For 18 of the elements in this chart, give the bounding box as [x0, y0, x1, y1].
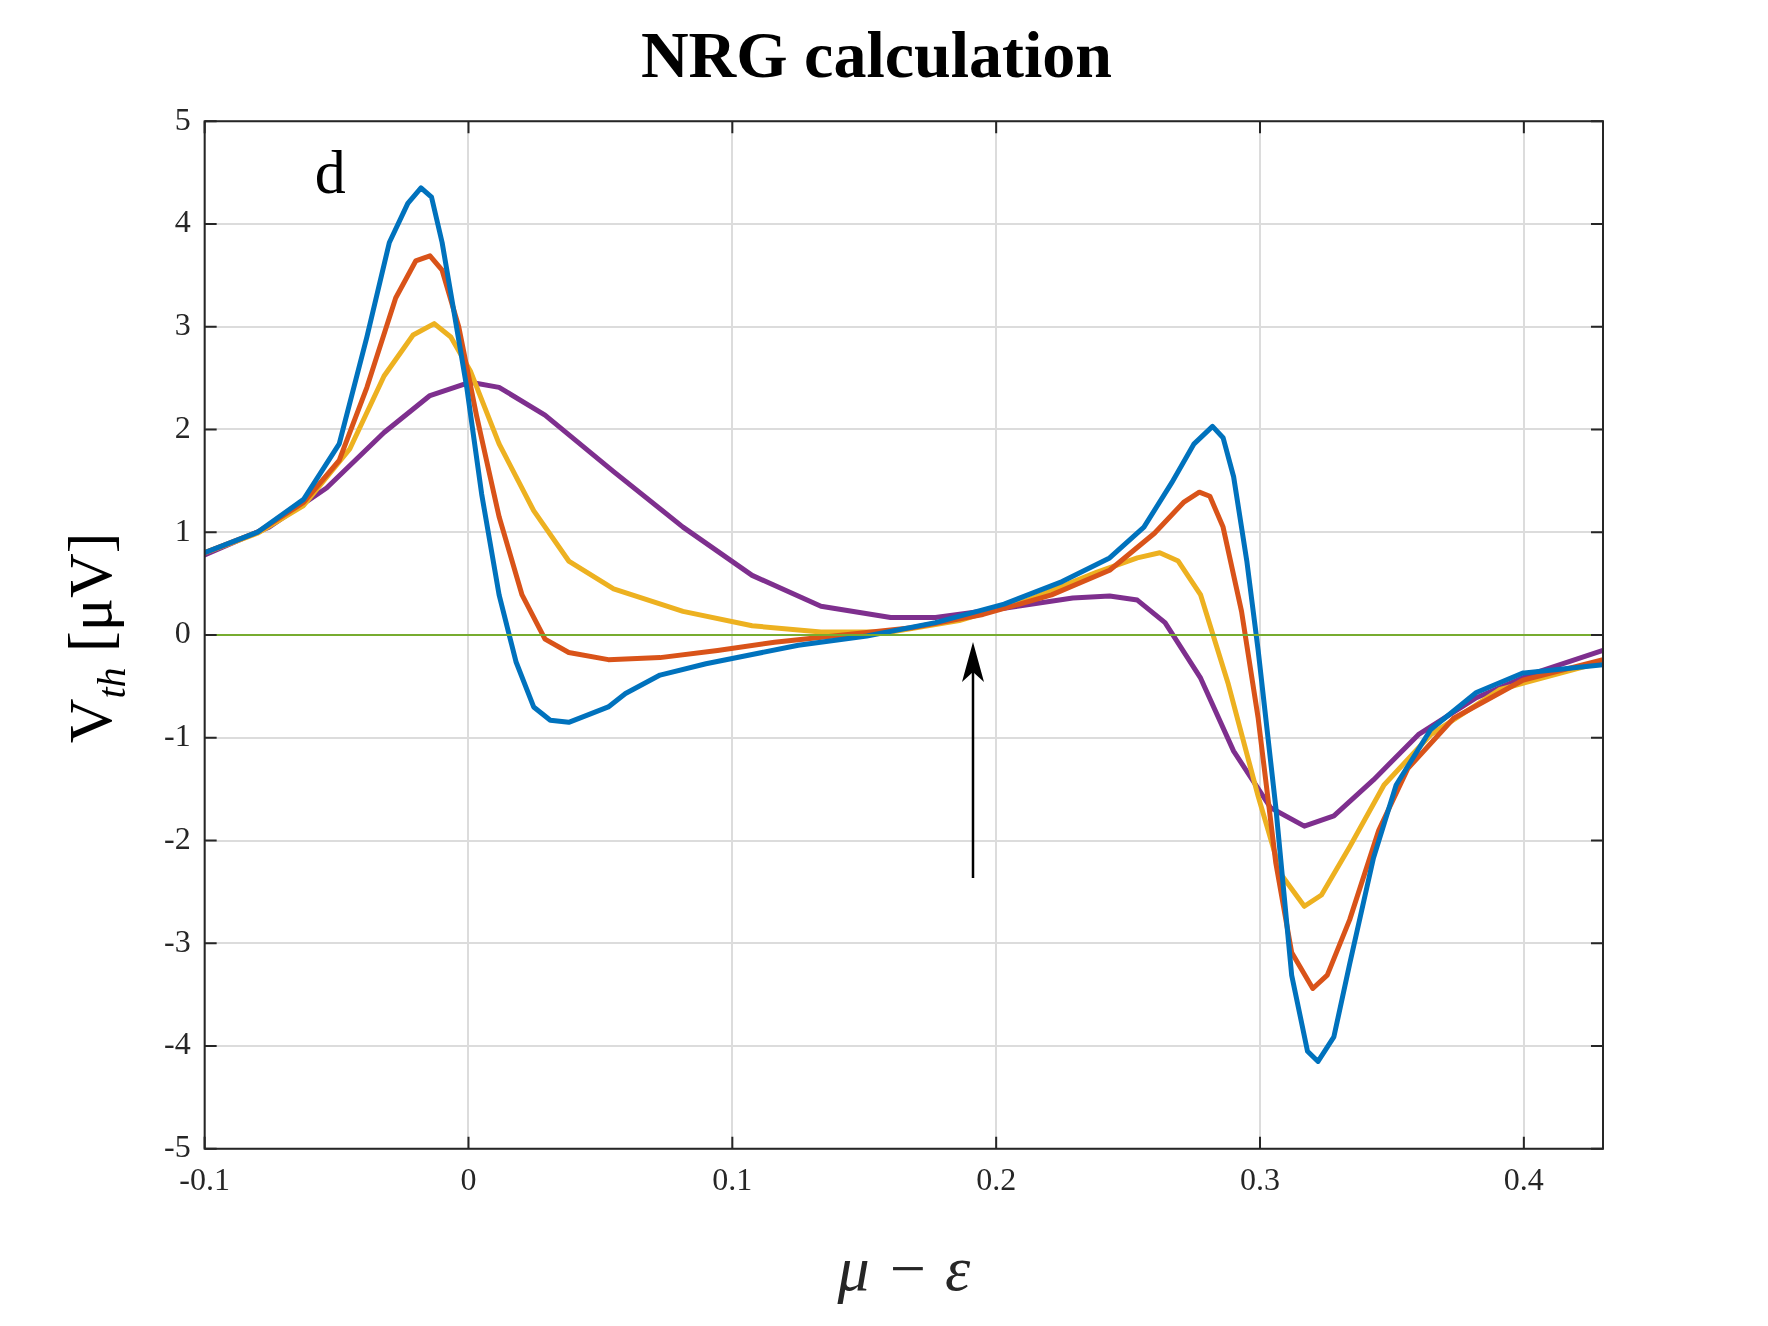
x-axis-title: μ − ε [836, 1233, 971, 1305]
y-tick-label: 3 [174, 306, 191, 343]
y-tick-label: 0 [174, 614, 191, 651]
y-tick-label: 2 [174, 408, 191, 445]
x-tick-label: 0.3 [1240, 1161, 1281, 1198]
x-tick-label: 0.4 [1503, 1161, 1544, 1198]
x-tick-label: 0.1 [712, 1161, 753, 1198]
y-tick-label: -3 [164, 922, 191, 959]
x-tick-label: 0.2 [976, 1161, 1017, 1198]
y-tick-label: 5 [174, 100, 191, 137]
y-tick-label: -1 [164, 717, 191, 754]
y-tick-label: 4 [174, 203, 191, 240]
y-tick-label: -2 [164, 819, 191, 856]
annotation: d [314, 138, 346, 207]
y-tick-label: -4 [164, 1025, 191, 1062]
x-tick-label: 0 [460, 1161, 477, 1198]
chart-title: NRG calculation [640, 17, 1113, 91]
y-tick-label: 1 [174, 511, 191, 548]
